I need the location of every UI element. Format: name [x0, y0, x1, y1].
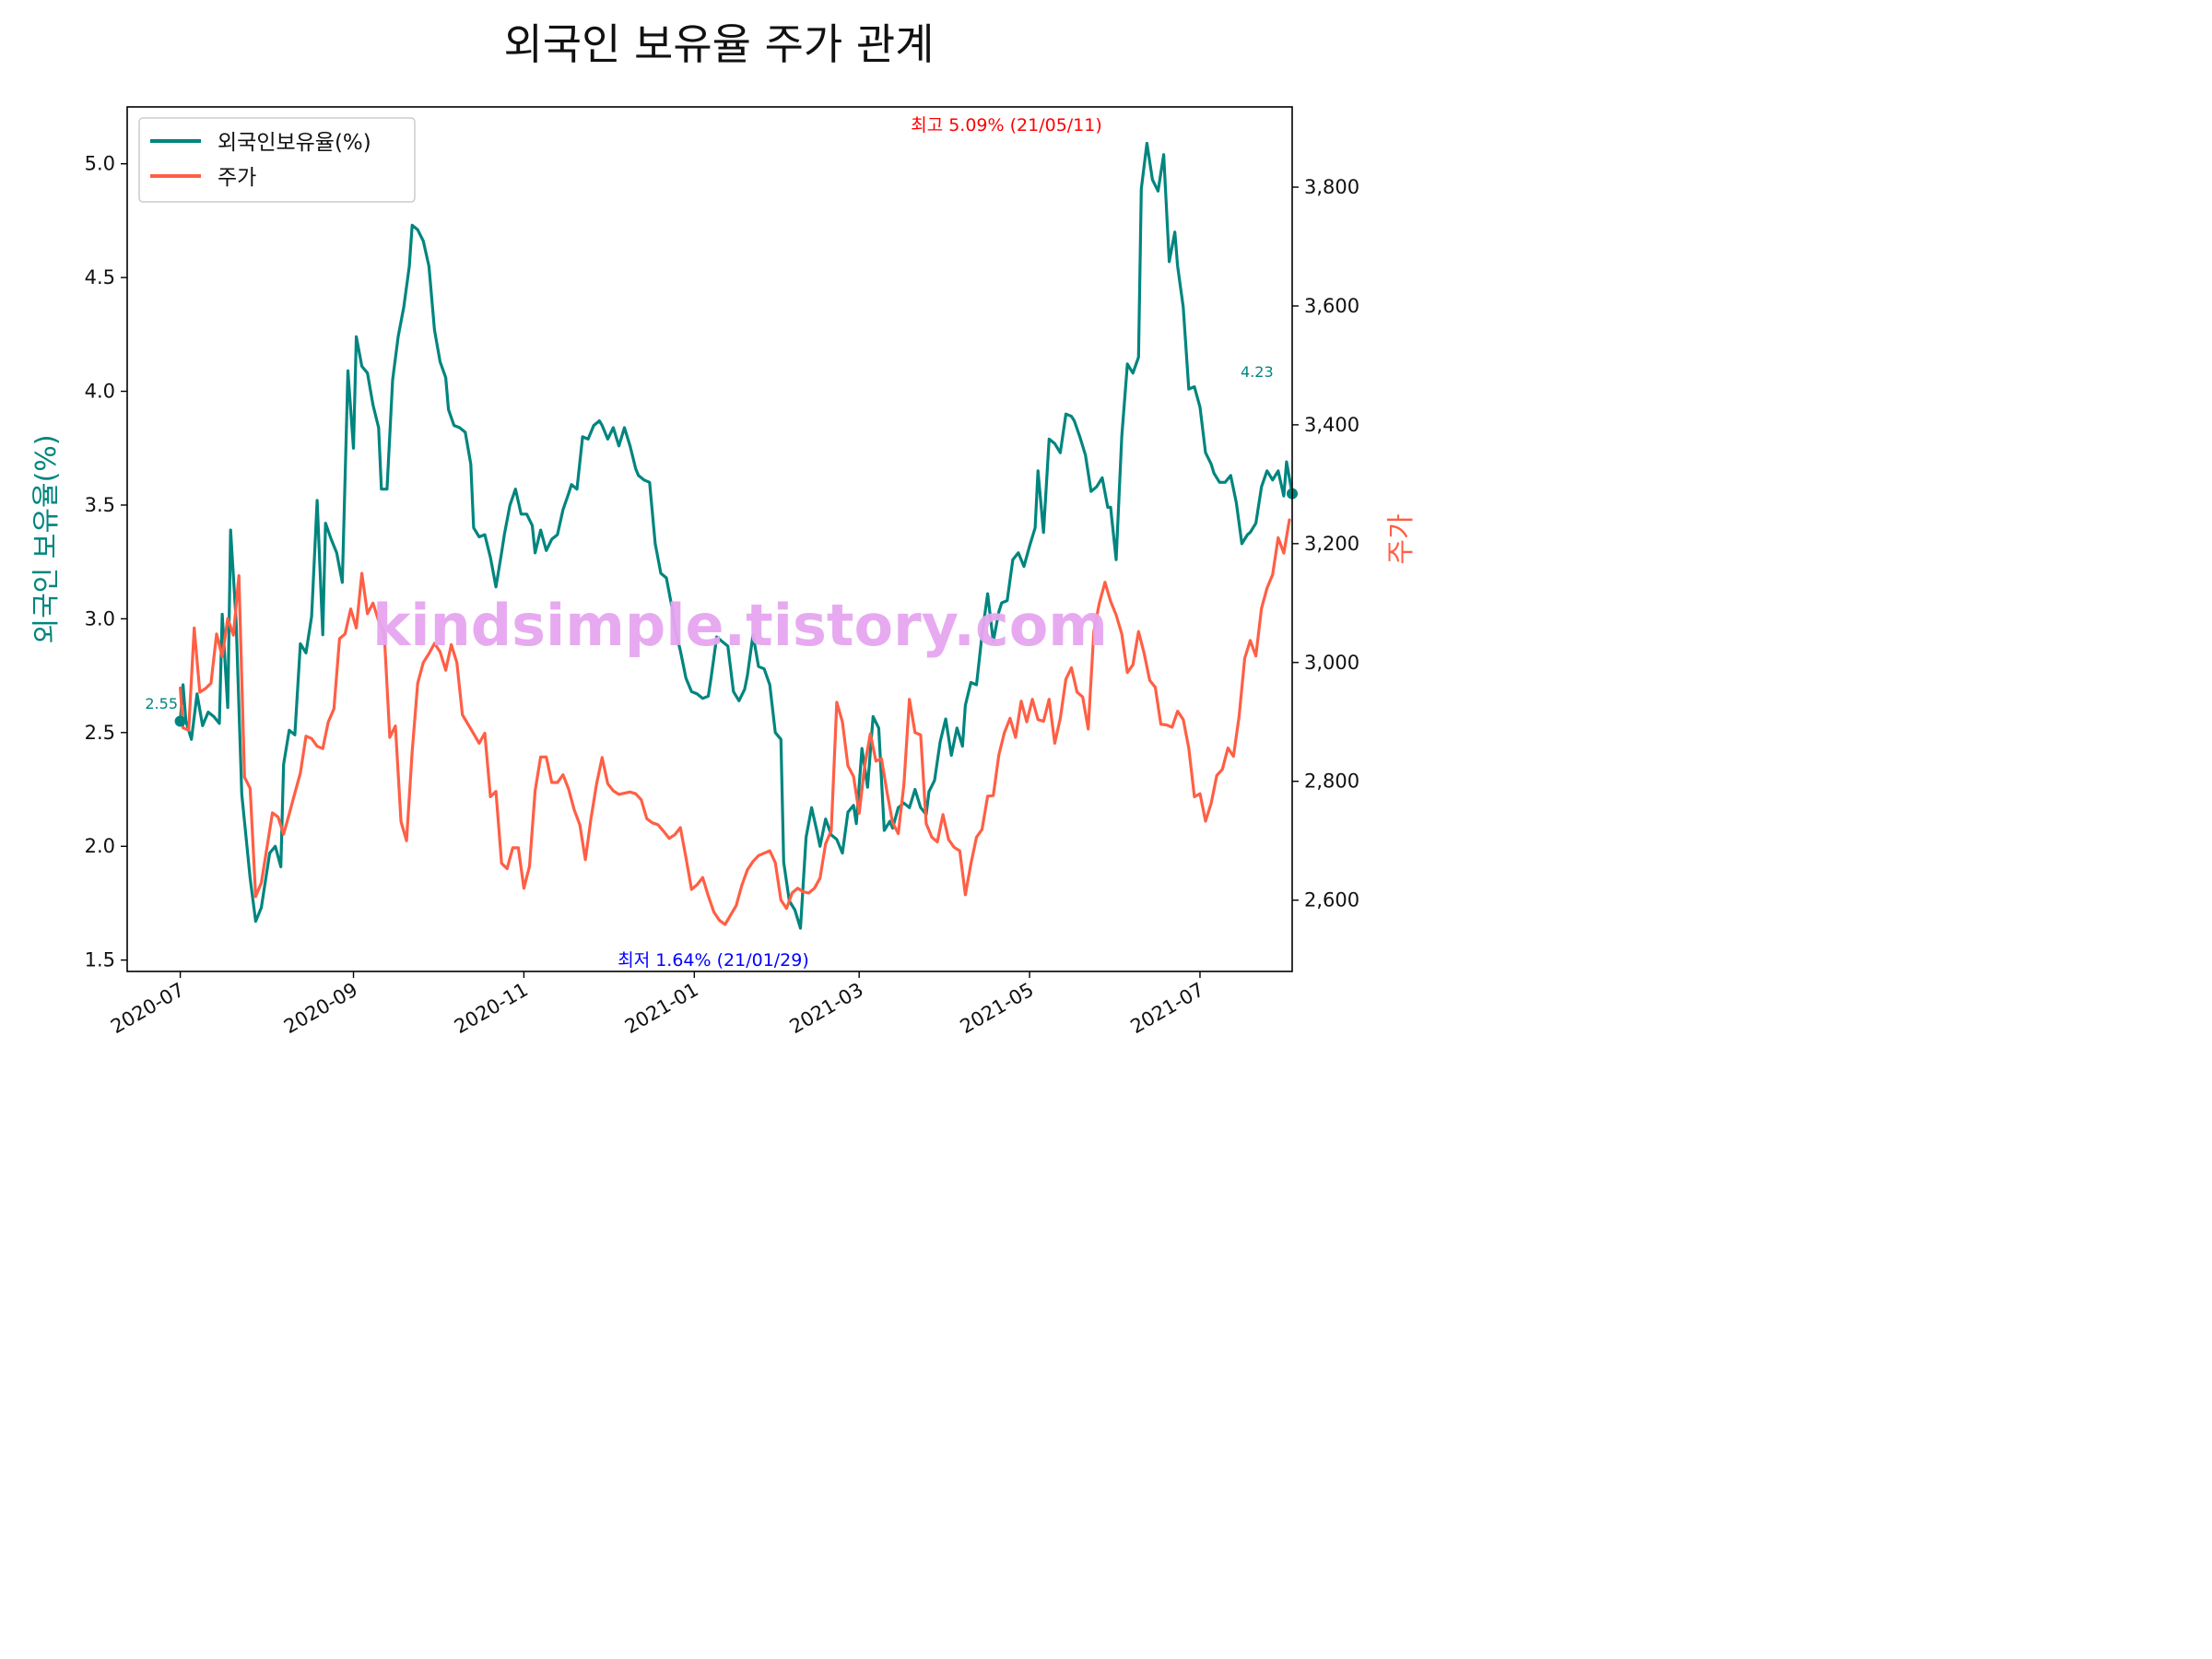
- legend-label-holding: 외국인보유율(%): [218, 131, 371, 155]
- y-left-tick-label: 2.0: [85, 835, 115, 857]
- end-value-label: 4.23: [1241, 363, 1274, 381]
- series-line-price: [179, 518, 1291, 926]
- y-left-tick-label: 5.0: [85, 153, 115, 175]
- y-left-tick-label: 4.5: [85, 266, 115, 288]
- y-right-tick-label: 3,200: [1304, 533, 1359, 555]
- y-left-tick-label: 4.0: [85, 381, 115, 403]
- chart-svg: 외국인 보유율 주가 관계 1.5 2.0 2.5 3.0 3.5 4.0 4.5 5.0 2,…: [30, 19, 1418, 1039]
- series-line-holding: [179, 141, 1294, 930]
- y-right-tick-label: 3,000: [1304, 652, 1359, 674]
- x-tick-label: 2021-01: [621, 979, 702, 1039]
- x-tick-label: 2021-05: [957, 979, 1038, 1039]
- y-right-tick-label: 2,600: [1304, 889, 1359, 912]
- min-annotation: 최저 1.64% (21/01/29): [618, 950, 809, 971]
- x-tick-label: 2020-07: [107, 979, 188, 1039]
- x-tick-label: 2020-09: [280, 979, 361, 1039]
- y-axis-label-right: 주가: [1385, 513, 1418, 564]
- y-left-tick-label: 1.5: [85, 949, 115, 971]
- y-right-tick-label: 3,400: [1304, 414, 1359, 436]
- chart-container: 외국인 보유율 주가 관계 1.5 2.0 2.5 3.0 3.5 4.0 4.5 5.0 2,…: [0, 0, 1438, 1078]
- legend-label-price: 주가: [218, 166, 256, 190]
- y-right-tick-label: 3,600: [1304, 295, 1359, 317]
- y-right-tick-label: 3,800: [1304, 176, 1359, 198]
- x-tick-label: 2021-03: [786, 979, 867, 1039]
- max-annotation: 최고 5.09% (21/05/11): [911, 115, 1102, 135]
- chart-title: 외국인 보유율 주가 관계: [503, 19, 934, 69]
- start-marker: [174, 715, 186, 727]
- y-left-tick-label: 3.5: [85, 494, 115, 516]
- start-value-label: 2.55: [145, 695, 178, 712]
- plot-frame: [126, 106, 1293, 972]
- x-tick-label: 2021-07: [1126, 979, 1207, 1039]
- y-left-tick-label: 2.5: [85, 722, 115, 744]
- legend: 외국인보유율(%) 주가: [138, 117, 416, 203]
- plot-area: 1.5 2.0 2.5 3.0 3.5 4.0 4.5 5.0 2,600 2,800 3,000 3…: [85, 106, 1359, 1039]
- y-right-tick-label: 2,800: [1304, 771, 1359, 793]
- y-left-tick-label: 3.0: [85, 607, 115, 629]
- legend-box: [138, 117, 416, 203]
- x-tick-label: 2020-11: [451, 979, 532, 1039]
- y-axis-label-left: 외국인 보유율(%): [30, 434, 63, 643]
- watermark: kindsimple.tistory.com: [372, 592, 1108, 659]
